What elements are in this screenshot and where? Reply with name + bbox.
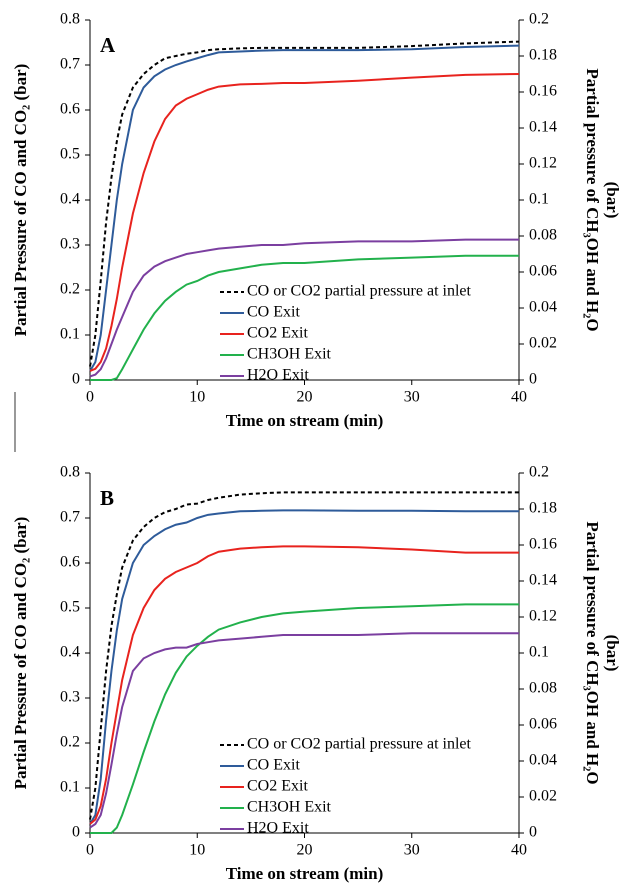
y2-tick-label: 0.1 [529, 644, 549, 661]
y2-tick-label: 0.16 [529, 83, 557, 100]
y-tick-label: 0.4 [60, 191, 80, 208]
y-tick-label: 0.5 [60, 146, 80, 163]
legend-label: H2O Exit [247, 367, 309, 384]
y2-tick-label: 0.14 [529, 119, 557, 136]
x-tick-label: 30 [404, 389, 420, 406]
x-tick-label: 40 [511, 389, 527, 406]
y2-tick-label: 0.12 [529, 155, 557, 172]
panel-label: A [100, 33, 116, 57]
x-tick-label: 20 [297, 842, 313, 859]
x-tick-label: 40 [511, 842, 527, 859]
y-tick-label: 0.1 [60, 779, 80, 796]
legend-label: CO or CO2 partial pressure at inlet [247, 736, 472, 753]
x-axis-title: Time on stream (min) [226, 864, 384, 883]
y2-tick-label: 0.2 [529, 464, 549, 481]
y-tick-label: 0.3 [60, 236, 80, 253]
y-tick-label: 0.7 [60, 509, 80, 526]
y-tick-label: 0.8 [60, 11, 80, 28]
y2-tick-label: 0.06 [529, 716, 557, 733]
y-tick-label: 0.6 [60, 101, 80, 118]
legend-label: CO Exit [247, 757, 300, 774]
y2-tick-label: 0.04 [529, 299, 557, 316]
y-tick-label: 0 [72, 824, 80, 841]
panel-label: B [100, 486, 114, 510]
y2-tick-label: 0.02 [529, 335, 557, 352]
x-tick-label: 0 [86, 389, 94, 406]
y2-tick-label: 0.08 [529, 680, 557, 697]
y-tick-label: 0.2 [60, 734, 80, 751]
series-line [89, 44, 520, 372]
y-tick-label: 0.4 [60, 644, 80, 661]
y2-tick-label: 0.06 [529, 263, 557, 280]
series-line [89, 40, 520, 367]
legend-label: CO2 Exit [247, 325, 308, 342]
y-tick-label: 0.6 [60, 554, 80, 571]
y-tick-label: 0.7 [60, 56, 80, 73]
y2-axis-title: (bar) [603, 182, 622, 219]
y2-tick-label: 0.16 [529, 536, 557, 553]
y2-tick-label: 0.08 [529, 227, 557, 244]
series-line [90, 254, 519, 381]
y2-tick-label: 0 [529, 824, 537, 841]
y2-axis-title: (bar) [603, 635, 622, 672]
y-tick-label: 0.8 [60, 464, 80, 481]
x-tick-label: 10 [189, 842, 205, 859]
series-line [89, 509, 519, 825]
legend-label: CO or CO2 partial pressure at inlet [247, 283, 472, 300]
y2-tick-label: 0 [529, 371, 537, 388]
y-axis-title: Partial Pressure of CO and CO₂ (bar) [11, 64, 30, 337]
legend-label: H2O Exit [247, 820, 309, 837]
x-tick-label: 10 [189, 389, 205, 406]
series-line [89, 491, 519, 820]
legend-label: CO2 Exit [247, 778, 308, 795]
y-tick-label: 0 [72, 371, 80, 388]
y-tick-label: 0.3 [60, 689, 80, 706]
y2-tick-label: 0.02 [529, 788, 557, 805]
y2-tick-label: 0.14 [529, 572, 557, 589]
y-tick-label: 0.5 [60, 599, 80, 616]
legend-label: CH3OH Exit [247, 799, 332, 816]
y-tick-label: 0.2 [60, 281, 80, 298]
y2-tick-label: 0.04 [529, 752, 557, 769]
x-tick-label: 20 [297, 389, 313, 406]
y-tick-label: 0.1 [60, 326, 80, 343]
x-tick-label: 30 [404, 842, 420, 859]
y-axis-title: Partial Pressure of CO and CO₂ (bar) [11, 517, 30, 790]
y2-tick-label: 0.1 [529, 191, 549, 208]
series-line [89, 632, 519, 829]
y2-tick-label: 0.18 [529, 500, 557, 517]
series-line [90, 603, 519, 834]
legend-label: CO Exit [247, 304, 300, 321]
legend-label: CH3OH Exit [247, 346, 332, 363]
y2-tick-label: 0.2 [529, 11, 549, 28]
series-line [89, 238, 519, 378]
series-line [89, 545, 519, 825]
y2-axis-title: Partial pressure of CH₃OH and H₂O [583, 521, 602, 784]
x-tick-label: 0 [86, 842, 94, 859]
series-line [89, 73, 520, 372]
x-axis-title: Time on stream (min) [226, 411, 384, 430]
y2-tick-label: 0.12 [529, 608, 557, 625]
y2-axis-title: Partial pressure of CH₃OH and H₂O [583, 68, 602, 331]
y2-tick-label: 0.18 [529, 47, 557, 64]
